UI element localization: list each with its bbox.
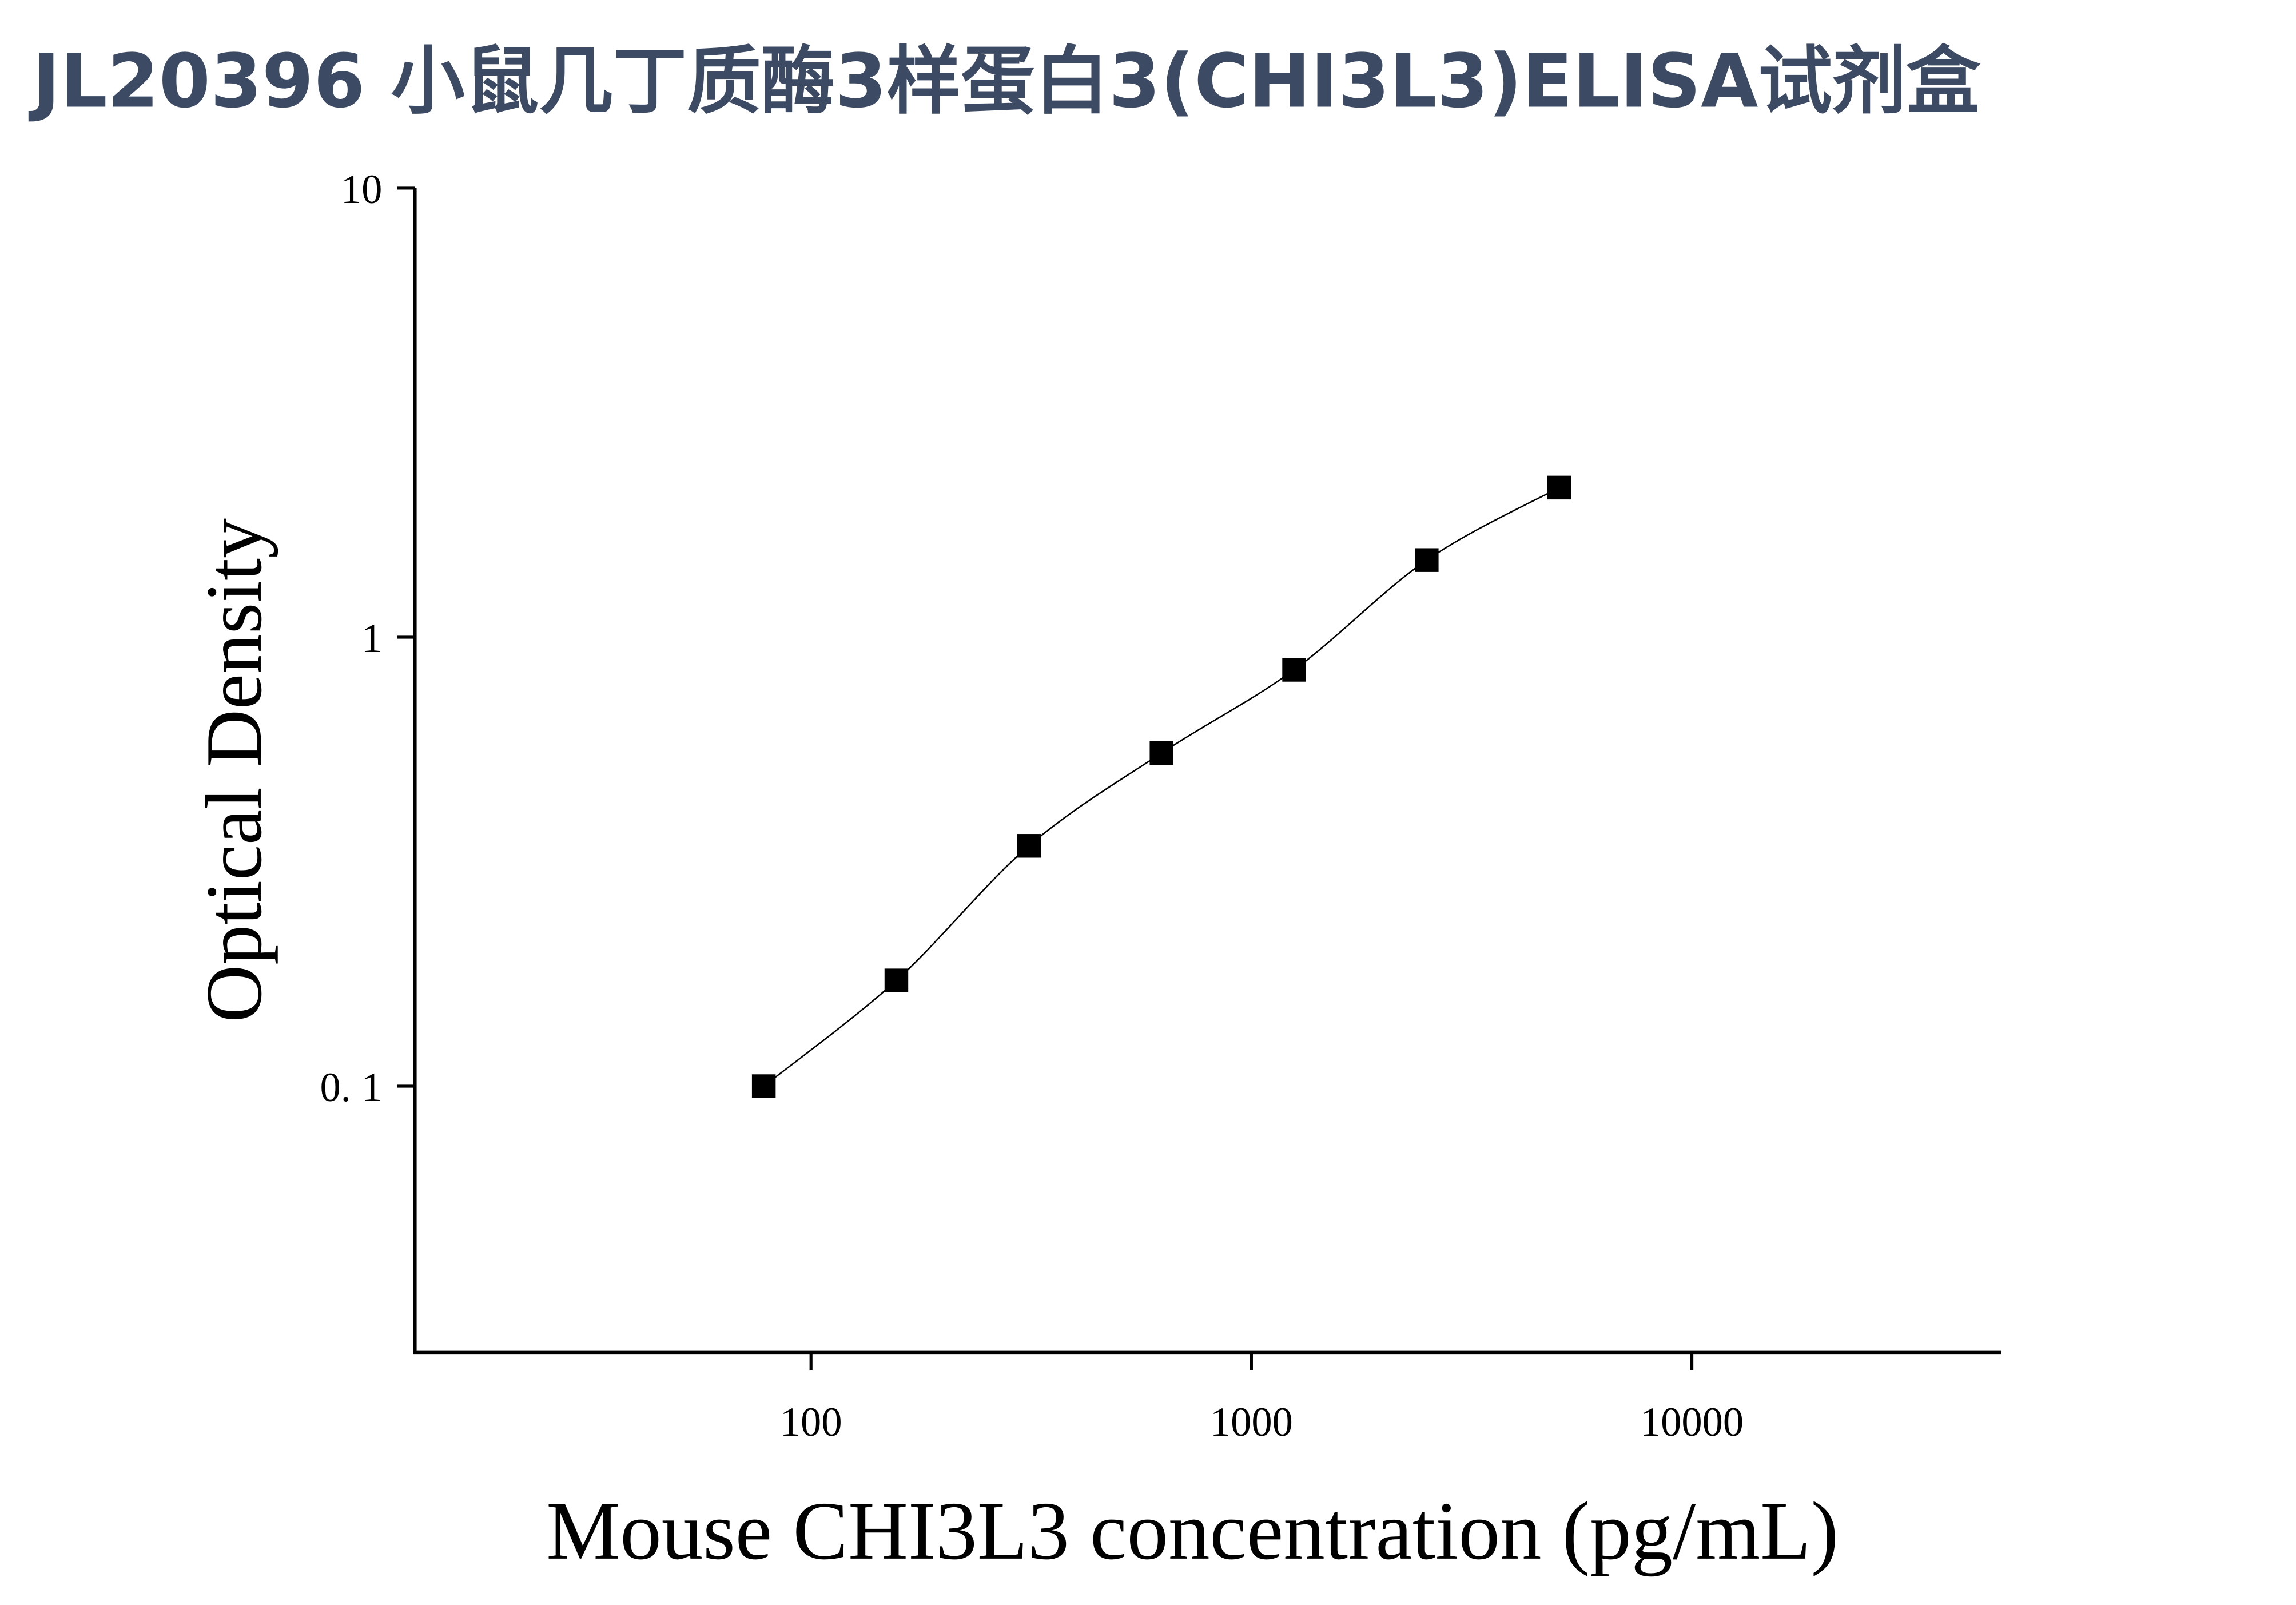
x-axis-title: Mouse CHI3L3 concentration (pg/mL): [546, 1485, 1839, 1577]
curve: [763, 487, 1560, 1087]
chart-title: JL20396 小鼠几丁质酶3样蛋白3(CHI3L3)ELISA试剂盒: [28, 38, 1980, 124]
x-tick-label: 1000: [1210, 1399, 1293, 1445]
x-tick-label: 10000: [1640, 1399, 1744, 1445]
point: [1547, 475, 1571, 500]
point: [884, 968, 909, 992]
y-axis-title: Optical Density: [190, 518, 278, 1023]
point: [751, 1074, 776, 1098]
point: [1415, 548, 1439, 572]
point: [1149, 741, 1173, 765]
y-tick-label: 10: [341, 166, 383, 212]
y-tick-label: 0. 1: [320, 1064, 383, 1110]
y-tick-label: 1: [361, 615, 382, 661]
point: [1282, 658, 1306, 682]
point: [1017, 834, 1041, 858]
x-tick-label: 100: [780, 1399, 842, 1445]
